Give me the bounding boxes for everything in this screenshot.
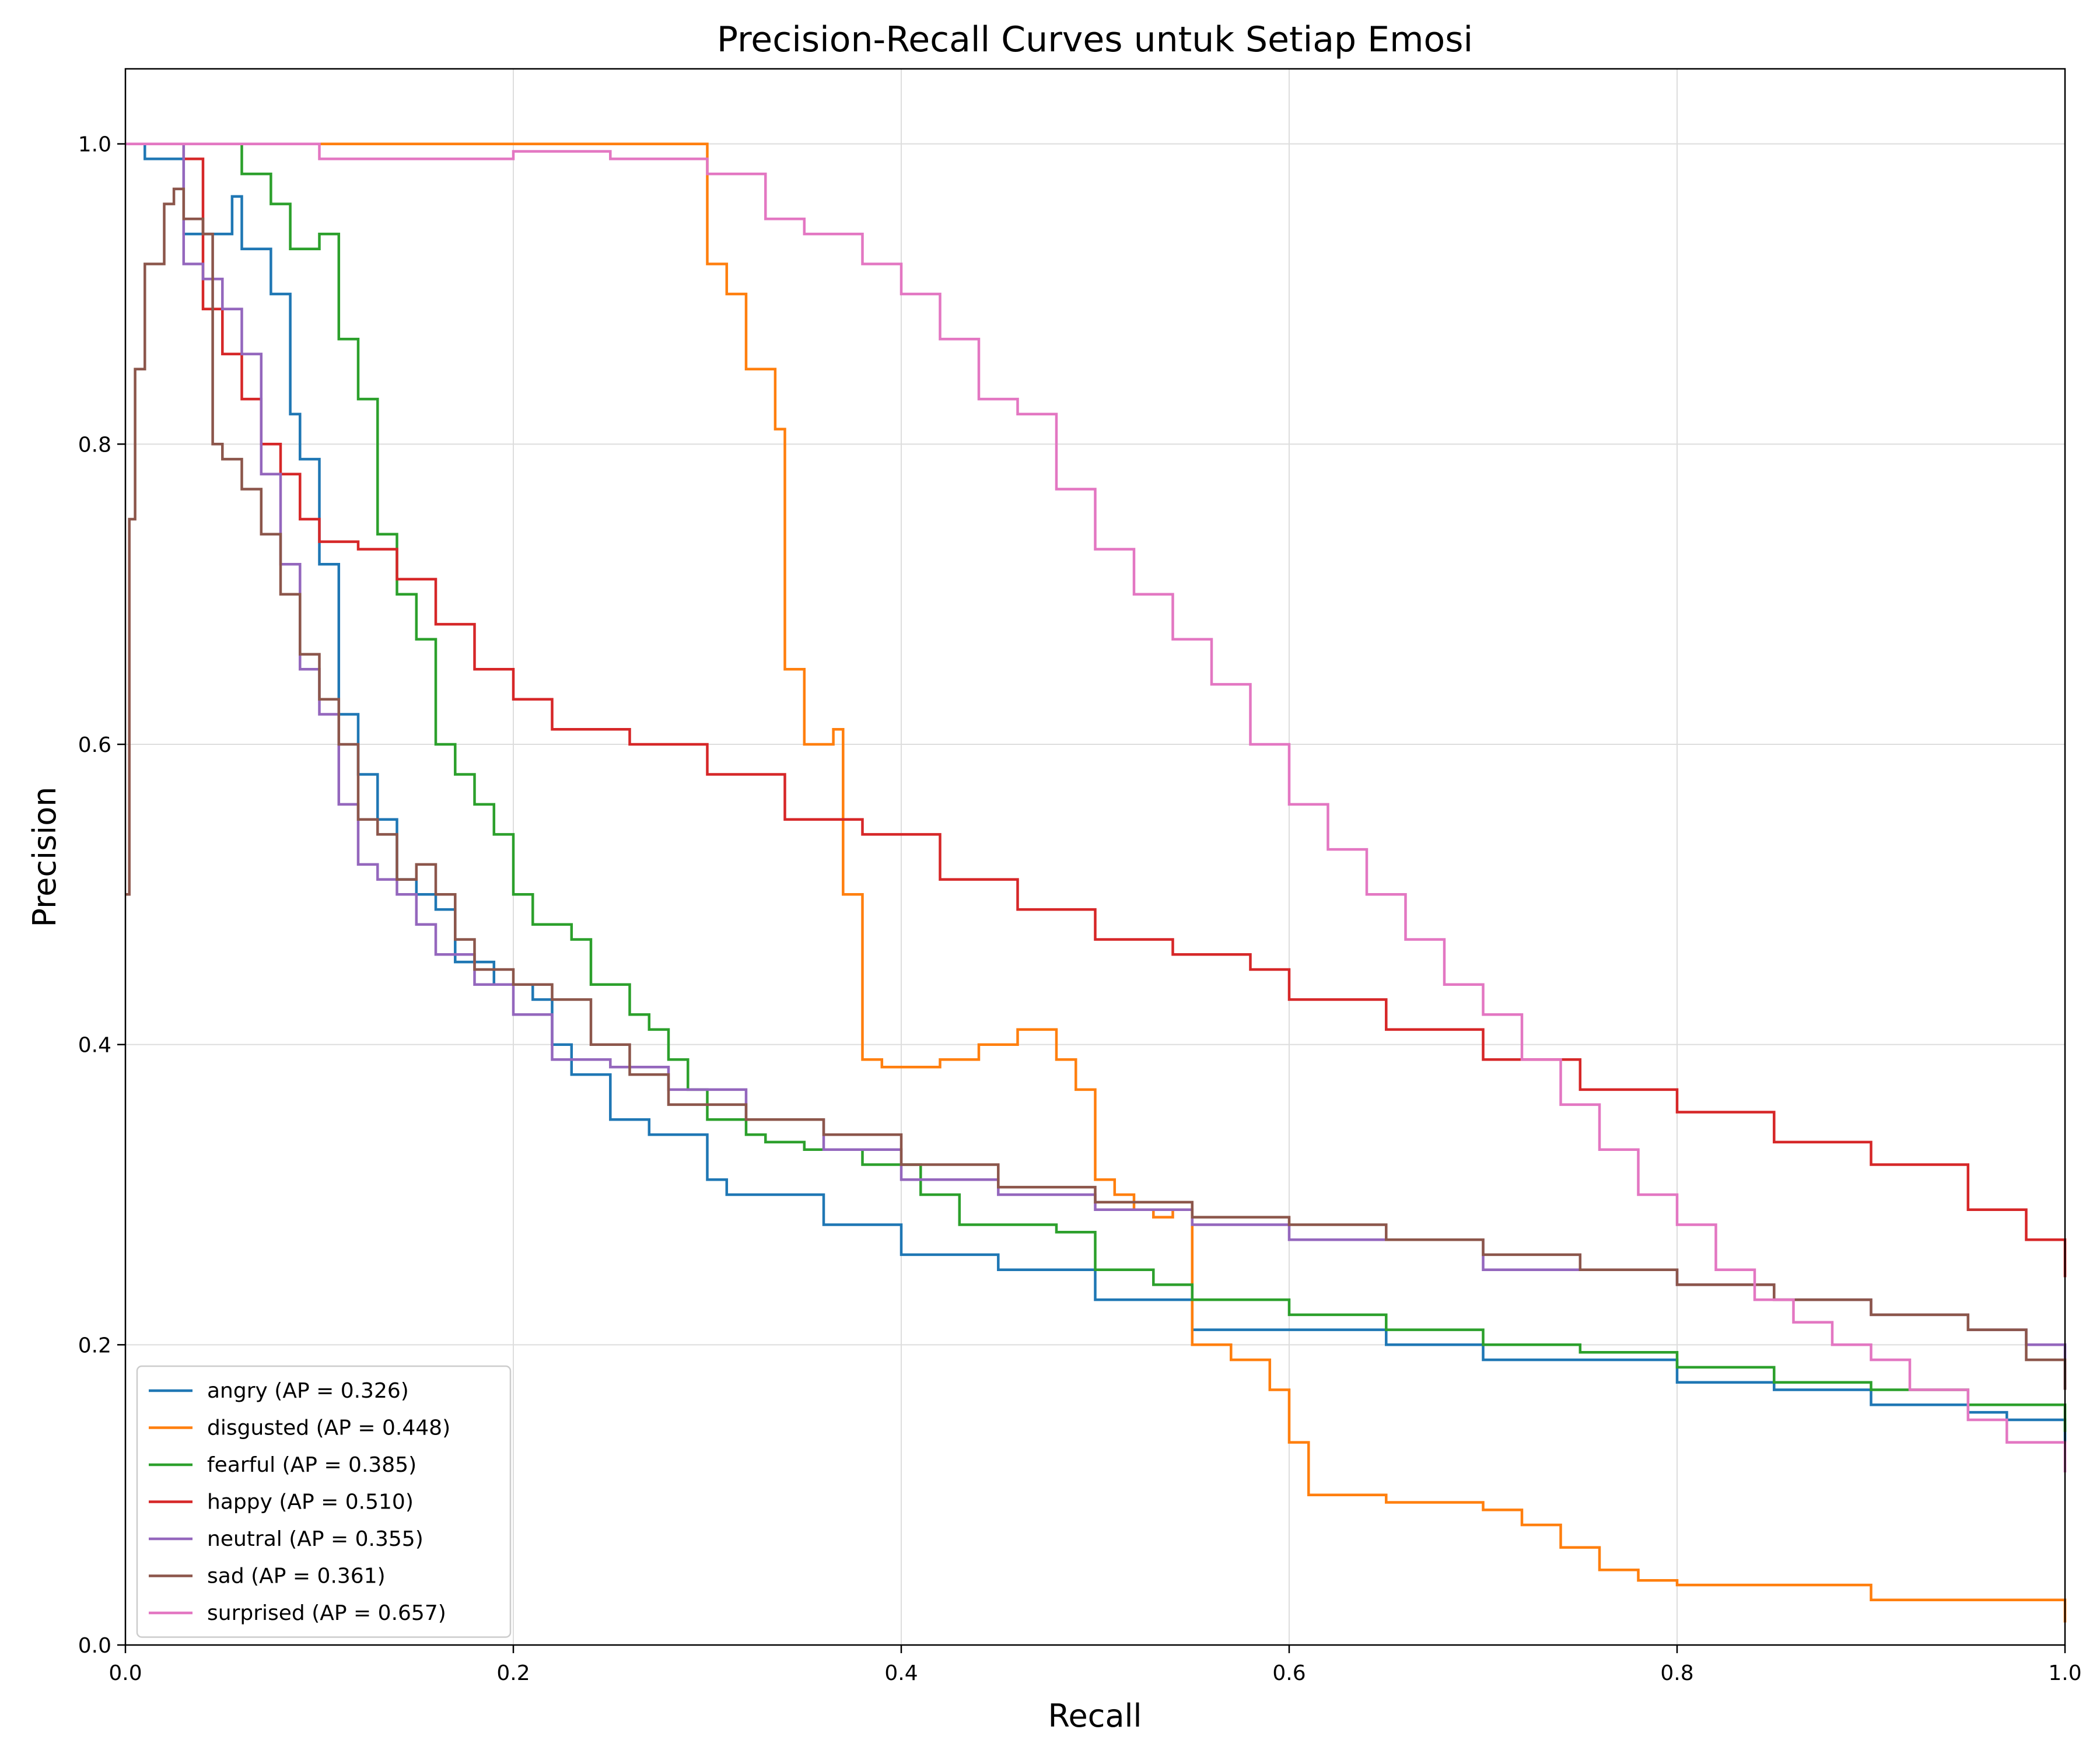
y-tick-label: 0.4 [78,1034,111,1058]
x-tick-label: 0.2 [496,1661,530,1685]
series-line-disgusted [125,142,2067,1623]
y-tick-label: 0.2 [78,1334,111,1357]
series-layer [125,142,2067,1623]
legend-label-disgusted: disgusted (AP = 0.448) [207,1416,450,1440]
legend: angry (AP = 0.326) disgusted (AP = 0.448)… [136,1365,512,1638]
series-line-sad [125,187,2067,1390]
series-line-surprised [125,142,2067,1473]
legend-box [136,1365,512,1638]
legend-label-neutral: neutral (AP = 0.355) [207,1527,424,1551]
legend-label-happy: happy (AP = 0.510) [207,1490,414,1514]
legend-label-sad: sad (AP = 0.361) [207,1564,386,1588]
x-tick-label: 0.8 [1660,1661,1693,1685]
axes: 0.0 0.2 0.4 0.6 0.8 1.0 0.0 0.2 0.4 0.6 0.8 1.0 [78,133,2082,1685]
series-line-fearful [125,142,2067,1432]
x-tick-label: 0.0 [108,1661,142,1685]
legend-label-angry: angry (AP = 0.326) [207,1379,409,1403]
x-tick-label: 0.6 [1272,1661,1306,1685]
x-tick-label: 1.0 [2048,1661,2081,1685]
y-axis-label: Precision [26,787,63,928]
series-line-angry [125,142,2067,1443]
plot-frame [124,68,2066,1646]
series-line-happy [125,142,2067,1278]
legend-label-fearful: fearful (AP = 0.385) [207,1453,416,1477]
y-tick-label: 0.0 [78,1634,111,1658]
x-axis-label: Recall [1048,1698,1142,1734]
y-tick-label: 0.8 [78,433,111,457]
x-tick-label: 0.4 [884,1661,918,1685]
chart-title: Precision-Recall Curves untuk Setiap Emo… [717,19,1473,60]
y-tick-label: 1.0 [78,133,111,157]
y-tick-label: 0.6 [78,733,111,757]
legend-label-surprised: surprised (AP = 0.657) [207,1601,446,1625]
